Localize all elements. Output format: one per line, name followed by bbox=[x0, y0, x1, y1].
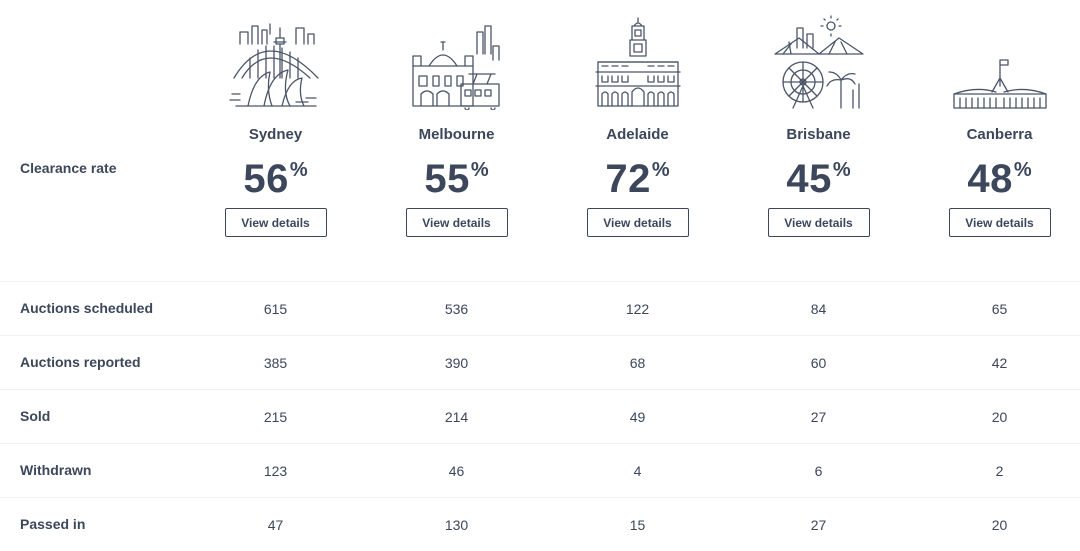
clearance-rate-label: Clearance rate bbox=[20, 160, 117, 176]
table-cell: 536 bbox=[444, 301, 469, 317]
table-row: Auctions scheduled 615 536 122 84 65 bbox=[0, 281, 1080, 335]
table-row: Auctions reported 385 390 68 60 42 bbox=[0, 335, 1080, 389]
adelaide-town-hall-icon bbox=[588, 14, 688, 110]
row-label: Withdrawn bbox=[20, 462, 92, 478]
percent-sign: % bbox=[651, 159, 670, 181]
percent-sign: % bbox=[1013, 159, 1032, 181]
table-cell: 68 bbox=[629, 355, 646, 371]
sydney-skyline-icon bbox=[226, 14, 326, 110]
row-label: Auctions reported bbox=[20, 354, 141, 370]
city-name: Sydney bbox=[248, 126, 303, 143]
table-cell: 214 bbox=[444, 409, 469, 425]
city-column-sydney: Sydney 56% View details bbox=[185, 14, 366, 237]
city-name: Brisbane bbox=[786, 126, 851, 143]
view-details-button-melbourne[interactable]: View details bbox=[405, 208, 508, 237]
table-cell: 20 bbox=[991, 517, 1008, 533]
percent-sign: % bbox=[470, 159, 489, 181]
table-cell: 123 bbox=[263, 463, 288, 479]
table-cell: 390 bbox=[444, 355, 469, 371]
city-column-brisbane: Brisbane 45% View details bbox=[728, 14, 909, 237]
city-column-melbourne: Melbourne 55% View details bbox=[366, 14, 547, 237]
row-label: Sold bbox=[20, 408, 51, 424]
canberra-parliament-icon bbox=[950, 14, 1050, 110]
clearance-rate-value: 45% bbox=[786, 146, 851, 201]
city-column-adelaide: Adelaide 72% View details bbox=[547, 14, 728, 237]
table-cell: 4 bbox=[633, 463, 642, 479]
table-cell: 49 bbox=[629, 409, 646, 425]
view-details-button-canberra[interactable]: View details bbox=[948, 208, 1051, 237]
percent-sign: % bbox=[289, 159, 308, 181]
table-cell: 42 bbox=[991, 355, 1008, 371]
view-details-button-brisbane[interactable]: View details bbox=[767, 208, 870, 237]
rate-number: 45 bbox=[786, 157, 832, 201]
city-name: Canberra bbox=[966, 126, 1033, 143]
table-cell: 15 bbox=[629, 517, 646, 533]
table-cell: 615 bbox=[263, 301, 288, 317]
city-column-canberra: Canberra 48% View details bbox=[909, 14, 1080, 237]
table-cell: 130 bbox=[444, 517, 469, 533]
table-cell: 60 bbox=[810, 355, 827, 371]
table-cell: 122 bbox=[625, 301, 650, 317]
table-cell: 385 bbox=[263, 355, 288, 371]
view-details-button-sydney[interactable]: View details bbox=[224, 208, 327, 237]
city-name: Melbourne bbox=[418, 126, 495, 143]
clearance-rate-value: 72% bbox=[605, 146, 670, 201]
table-row: Withdrawn 123 46 4 6 2 bbox=[0, 443, 1080, 497]
table-cell: 2 bbox=[995, 463, 1004, 479]
rate-number: 72 bbox=[605, 157, 651, 201]
table-cell: 46 bbox=[448, 463, 465, 479]
melbourne-skyline-icon bbox=[407, 14, 507, 110]
clearance-rate-value: 56% bbox=[243, 146, 308, 201]
table-row: Sold 215 214 49 27 20 bbox=[0, 389, 1080, 443]
clearance-rate-value: 48% bbox=[967, 146, 1032, 201]
table-row: Passed in 47 130 15 27 20 bbox=[0, 497, 1080, 551]
percent-sign: % bbox=[832, 159, 851, 181]
rate-number: 56 bbox=[243, 157, 289, 201]
view-details-button-adelaide[interactable]: View details bbox=[586, 208, 689, 237]
table-cell: 6 bbox=[814, 463, 823, 479]
city-name: Adelaide bbox=[606, 126, 669, 143]
rate-number: 48 bbox=[967, 157, 1013, 201]
table-cell: 65 bbox=[991, 301, 1008, 317]
row-label: Passed in bbox=[20, 516, 86, 532]
table-cell: 20 bbox=[991, 409, 1008, 425]
row-label: Auctions scheduled bbox=[20, 300, 154, 316]
table-cell: 47 bbox=[267, 517, 284, 533]
auction-results-table: Auctions scheduled 615 536 122 84 65 Auc… bbox=[0, 281, 1080, 551]
clearance-rate-value: 55% bbox=[424, 146, 489, 201]
table-cell: 215 bbox=[263, 409, 288, 425]
table-cell: 84 bbox=[810, 301, 827, 317]
rate-number: 55 bbox=[424, 157, 470, 201]
table-cell: 27 bbox=[810, 517, 827, 533]
table-cell: 27 bbox=[810, 409, 827, 425]
brisbane-skyline-icon bbox=[769, 14, 869, 110]
